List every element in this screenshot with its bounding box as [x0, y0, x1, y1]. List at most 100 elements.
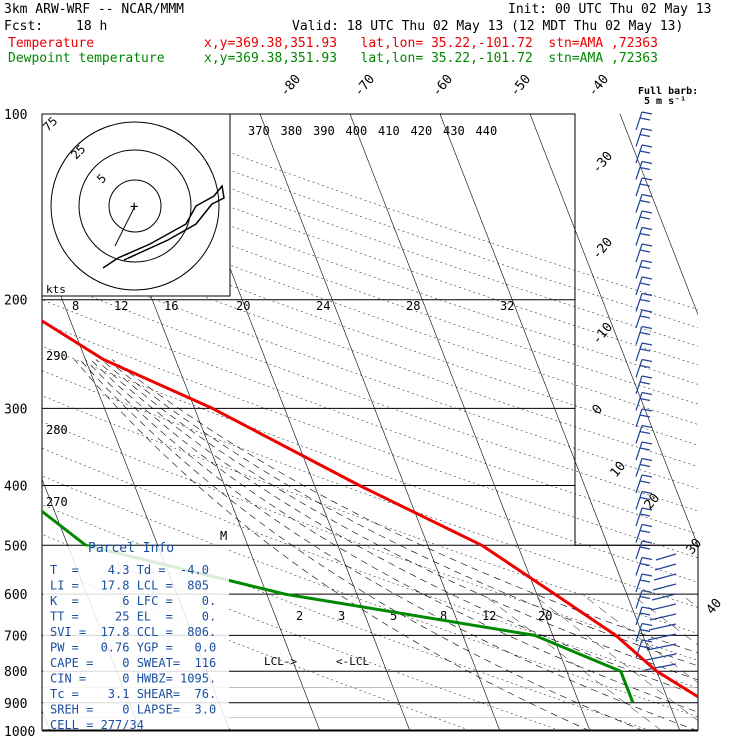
- dry-adiabat-line: [42, 322, 698, 559]
- mixing-ratio-low-label: 12: [482, 609, 496, 623]
- wind-barb-staff: [635, 557, 643, 576]
- wind-barb-flag: [639, 216, 651, 220]
- wind-barb-staff: [635, 375, 643, 395]
- temperature-axis-label: -40: [586, 72, 613, 100]
- wind-barb-flag: [641, 358, 653, 363]
- wind-barb-staff: [635, 309, 643, 329]
- wind-barb-staff: [635, 293, 643, 312]
- moist-adiabat-line: [79, 359, 643, 730]
- parcel-row: CELL = 277/34: [50, 718, 144, 732]
- dry-adiabat-line: [42, 421, 698, 661]
- wind-barb-low: [646, 643, 677, 651]
- mixing-ratio-low-label: 2: [296, 609, 303, 623]
- wind-barb-flag: [641, 127, 653, 132]
- temperature-axis-label: 10: [608, 459, 630, 481]
- wind-barb-flag: [639, 150, 651, 154]
- wind-barb-staff: [635, 590, 643, 609]
- wind-barb-flag: [641, 606, 653, 610]
- wind-barb-staff: [635, 128, 643, 147]
- wind-barb-staff: [635, 458, 643, 477]
- wind-barb-flag: [639, 414, 651, 418]
- wind-barb-staff: [635, 144, 643, 164]
- pressure-tick-label: 900: [4, 697, 27, 712]
- parcel-row: K = 6 LFC = 0.: [50, 594, 216, 608]
- wind-barb-flag: [641, 210, 653, 214]
- wind-barb-flag: [639, 315, 651, 319]
- temperature-trace: [42, 319, 698, 699]
- wind-barb-flag: [641, 292, 653, 297]
- wind-barb-flag: [639, 513, 651, 517]
- wind-barb-flag: [639, 430, 651, 435]
- theta-label: 400: [346, 124, 368, 138]
- pressure-tick-label: 500: [4, 539, 27, 554]
- mixing-ratio-low-label: 20: [538, 609, 552, 623]
- wind-barb-flag: [639, 496, 651, 501]
- wind-barb-flag: [639, 232, 651, 237]
- wind-barb-staff: [635, 326, 643, 345]
- wind-barb-low: [650, 603, 677, 611]
- wind-barb-flag: [641, 639, 653, 643]
- wind-barb-flag: [639, 447, 651, 451]
- wind-barb-staff: [635, 392, 643, 411]
- temperature-axis-label: -60: [430, 72, 457, 100]
- wind-barb-flag: [639, 348, 651, 352]
- wind-barb-flag: [639, 298, 651, 303]
- theta-label: 390: [313, 124, 335, 138]
- temperature-axis-label: 0: [590, 402, 607, 418]
- wind-barb-flag: [639, 331, 651, 336]
- wind-barb-flag: [639, 265, 651, 270]
- isotherm-line: [710, 114, 740, 731]
- parcel-row: CAPE = 0 SWEAT= 116: [50, 656, 216, 670]
- dewpoint-legend-label: Dewpoint temperature: [8, 51, 165, 66]
- init-time: Init: 00 UTC Thu 02 May 13: [508, 2, 712, 17]
- wind-barb-flag: [639, 628, 651, 633]
- wind-barb-low: [647, 633, 677, 641]
- moist-adiabat-line: [84, 359, 697, 730]
- wind-barb-staff: [635, 623, 643, 642]
- wind-barb-flag: [639, 364, 651, 369]
- wind-barb-flag: [641, 573, 653, 577]
- temperature-axis-label: -80: [278, 72, 305, 100]
- wind-barb-staff: [635, 276, 643, 296]
- hodograph-ring: [108, 179, 162, 233]
- wind-barb-flag: [641, 375, 653, 379]
- lcl-left-marker: LCL->: [264, 655, 297, 668]
- mixing-ratio-line: [532, 593, 698, 722]
- moist-adiabat-line: [111, 359, 698, 654]
- hodograph-kts-label: kts: [46, 283, 66, 296]
- temperature-axis-label: -50: [508, 72, 535, 100]
- wind-barb-low: [653, 573, 677, 581]
- wind-barb-staff: [635, 441, 643, 461]
- moist-adiabat-line: [106, 359, 698, 667]
- mixing-ratio-low-label: 5: [390, 609, 397, 623]
- wind-barb-flag: [641, 342, 653, 346]
- isotherm-line: [439, 114, 680, 730]
- wind-barb-flag: [641, 144, 653, 148]
- wind-barb-flag: [641, 111, 653, 115]
- parcel-box-bg: [43, 546, 229, 729]
- wind-barb-flag: [641, 589, 653, 594]
- wind-barb-staff: [635, 227, 643, 246]
- parcel-row: LI = 17.8 LCL = 805: [50, 579, 209, 593]
- wind-barb-staff: [635, 161, 643, 180]
- parcel-row: TT = 25 EL = 0.: [50, 610, 216, 624]
- mixing-ratio-label: 28: [406, 299, 420, 313]
- wind-barb-low: [654, 563, 677, 571]
- wind-barb-flag: [639, 579, 651, 583]
- pressure-tick-label: 100: [4, 108, 27, 123]
- wind-barb-flag: [639, 117, 651, 121]
- model-title: 3km ARW-WRF -- NCAR/MMM: [4, 2, 185, 17]
- wind-barb-flag: [639, 546, 651, 550]
- wind-barb-flag: [639, 480, 651, 484]
- parcel-row: SVI = 17.8 CCL = 806.: [50, 625, 216, 639]
- mixing-ratio-line: [581, 593, 698, 684]
- wind-barb-flag: [641, 490, 653, 495]
- theta-label: 370: [248, 124, 270, 138]
- theta-left-label: 280: [46, 423, 68, 437]
- wind-barb-flag: [639, 463, 651, 468]
- parcel-row: T = 4.3 Td = -4.0: [50, 563, 209, 577]
- wind-barb-staff: [635, 540, 643, 560]
- wind-barb-flag: [639, 645, 651, 649]
- forecast-label: Fcst:: [4, 19, 44, 34]
